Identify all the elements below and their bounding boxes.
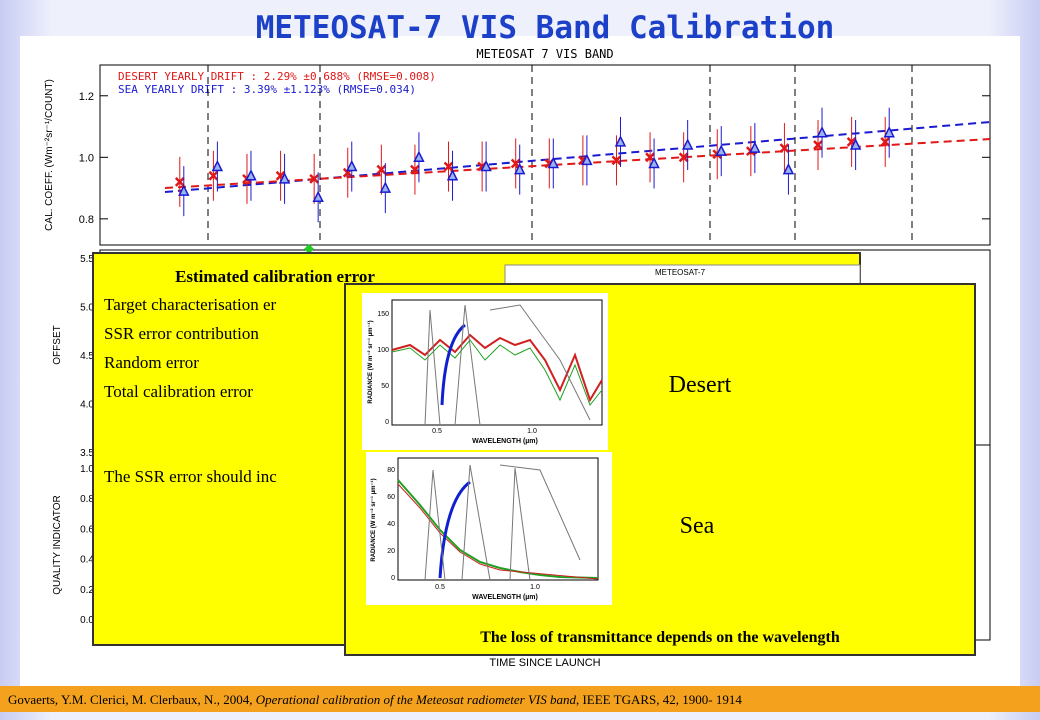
sea-point [480,159,492,172]
quality-tick-label: 0.8 [80,494,94,505]
sea-point [681,138,694,150]
quality-tick-label: 0.2 [80,585,94,596]
quality-tick-label: 0.4 [80,555,94,566]
spectrum-tick-label: 150 [377,311,389,318]
spectrum-tick-label: 1.0 [530,584,540,591]
sea-annotation: SEA YEARLY DRIFT : 3.39% ±1.123% (RMSE=0… [118,83,416,96]
y-tick-label: 1.0 [79,152,94,164]
desert-label: Desert [669,372,732,398]
desert-point [309,173,320,184]
offset-tick-label: 5.0 [80,303,94,314]
desert-point [174,177,185,187]
desert-point [779,143,790,153]
desert-point [376,164,387,175]
spectrum-tick-label: 60 [387,494,395,501]
spectrum-tick-label: 0.5 [435,584,445,591]
sea-point [413,150,425,163]
sea-label: Sea [680,513,715,539]
desert-point [880,137,891,147]
error-line: Target characterisation er [104,295,277,314]
desert-point [443,161,454,172]
y-tick-label: 0.8 [79,214,94,226]
inset-title: METEOSAT-7 [655,268,706,277]
spectrum-x-label: WAVELENGTH (µm) [472,594,538,601]
sea-point [715,144,727,156]
sea-point [379,181,392,193]
spectrum-y-label: RADIANCE (W m⁻² sr⁻¹ µm⁻¹) [370,478,377,561]
sea-spectrum [366,452,612,605]
spectrum-y-label: RADIANCE (W m⁻² sr⁻¹ µm⁻¹) [367,320,374,403]
spectrum-tick-label: 80 [387,467,395,474]
sea-point [614,135,627,147]
spectrum-curves [391,299,603,581]
wavelength-caption: The loss of transmittance depends on the… [480,629,840,646]
sea-point [211,159,224,172]
error-box-title: Estimated calibration error [175,267,375,286]
offset-tick-label: 3.5 [80,448,94,459]
period-lines [207,65,913,245]
error-line: SSR error contribution [104,324,259,343]
desert-point [410,164,420,175]
marker [304,244,314,254]
spectrum-tick-label: 0 [385,419,389,426]
y-axis-label: CAL. COEFF. (Wm⁻²sr⁻¹/COUNT) [44,79,55,231]
sea-point [513,162,526,175]
sea-point [278,172,291,184]
offset-label: OFFSET [52,325,63,364]
sea-point [883,126,895,138]
spectrum-tick-label: 50 [381,383,389,390]
quality-tick-label: 0.0 [80,615,94,626]
desert-point [208,170,219,181]
spectrum-tick-label: 0.5 [432,428,442,435]
citation-journal: , IEEE TGARS, 42, 1900- 1914 [576,692,742,707]
sea-point [178,184,190,196]
desert-spectrum [362,293,608,450]
sea-point [547,156,560,169]
sea-point [245,169,257,181]
error-line: Total calibration error [104,382,253,401]
y-tick-label: 1.2 [79,91,94,103]
citation-title: Operational calibration of the Meteosat … [256,692,577,707]
error-line: The SSR error should inc [104,467,277,486]
sea-point [849,138,862,150]
spectrum-x-label: WAVELENGTH (µm) [472,438,538,445]
citation: Govaerts, Y.M. Clerici, M. Clerbaux, N.,… [8,692,742,707]
sea-point [446,169,459,181]
sea-point [346,159,358,172]
offset-tick-label: 4.0 [80,400,94,411]
sea-point [749,141,761,153]
offset-tick-label: 4.5 [80,351,94,362]
spectrum-tick-label: 40 [387,521,395,528]
x-axis-label: TIME SINCE LAUNCH [489,657,600,669]
citation-authors: Govaerts, Y.M. Clerici, M. Clerbaux, N.,… [8,692,256,707]
quality-label: QUALITY INDICATOR [52,495,63,594]
desert-point [813,140,823,150]
error-line: Random error [104,353,199,372]
spectrum-tick-label: 1.0 [527,428,537,435]
footer-band [0,686,1040,712]
sea-point [782,162,795,175]
plot-frame [99,64,991,246]
desert-point [611,155,622,166]
desert-trend [164,138,991,189]
plot-title: METEOSAT 7 VIS BAND [476,47,613,61]
offset-tick-label: 5.5 [80,254,94,265]
sea-point [312,190,324,203]
sea-point [581,153,593,166]
quality-tick-label: 0.6 [80,524,94,535]
slide-title: METEOSAT-7 VIS Band Calibration [256,10,835,46]
spectrum-tick-label: 100 [377,347,389,354]
sea-point [648,156,660,169]
desert-annotation: DESERT YEARLY DRIFT : 2.29% ±0.688% (RMS… [118,70,436,83]
spectrum-tick-label: 20 [387,548,395,555]
desert-point [678,152,689,163]
quality-tick-label: 1.0 [80,464,94,475]
sea-point [816,126,828,138]
spectrum-tick-label: 0 [391,575,395,582]
